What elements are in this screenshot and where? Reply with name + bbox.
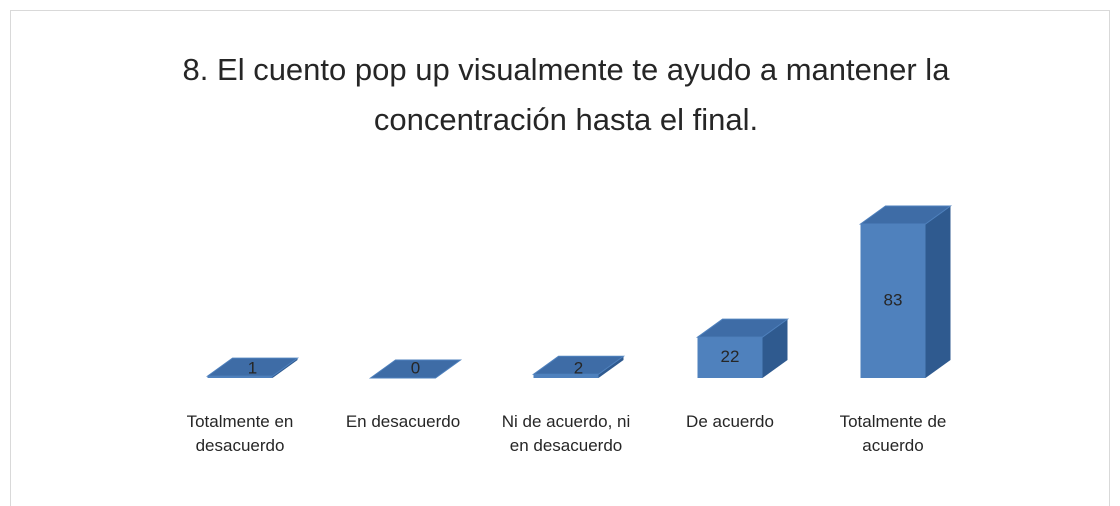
category-label: Totalmente de acuerdo [839, 412, 947, 455]
value-label: 22 [721, 347, 740, 366]
category-label: De acuerdo [686, 412, 774, 431]
bar-side [762, 319, 788, 378]
chart-title: concentración hasta el final. [374, 102, 758, 137]
value-label: 1 [248, 358, 257, 377]
value-label: 83 [884, 290, 903, 309]
category-label: En desacuerdo [345, 412, 461, 431]
value-label: 0 [411, 358, 420, 377]
bar-front [697, 337, 763, 378]
bar-side [598, 356, 624, 378]
category-label: Ni de acuerdo, ni en desacuerdo [501, 412, 631, 455]
value-label: 2 [574, 358, 583, 377]
bar-top [695, 318, 790, 338]
bar-top [205, 357, 300, 377]
bar-front [533, 374, 599, 378]
bar-front [860, 224, 926, 378]
bar-side [925, 206, 951, 378]
category-label: Totalmente en desacuerdo [186, 412, 294, 455]
bar-top [531, 355, 626, 375]
bar-top [858, 205, 953, 225]
bar-top [368, 359, 463, 379]
chart-title: 8. El cuento pop up visualmente te ayudo… [183, 52, 951, 87]
